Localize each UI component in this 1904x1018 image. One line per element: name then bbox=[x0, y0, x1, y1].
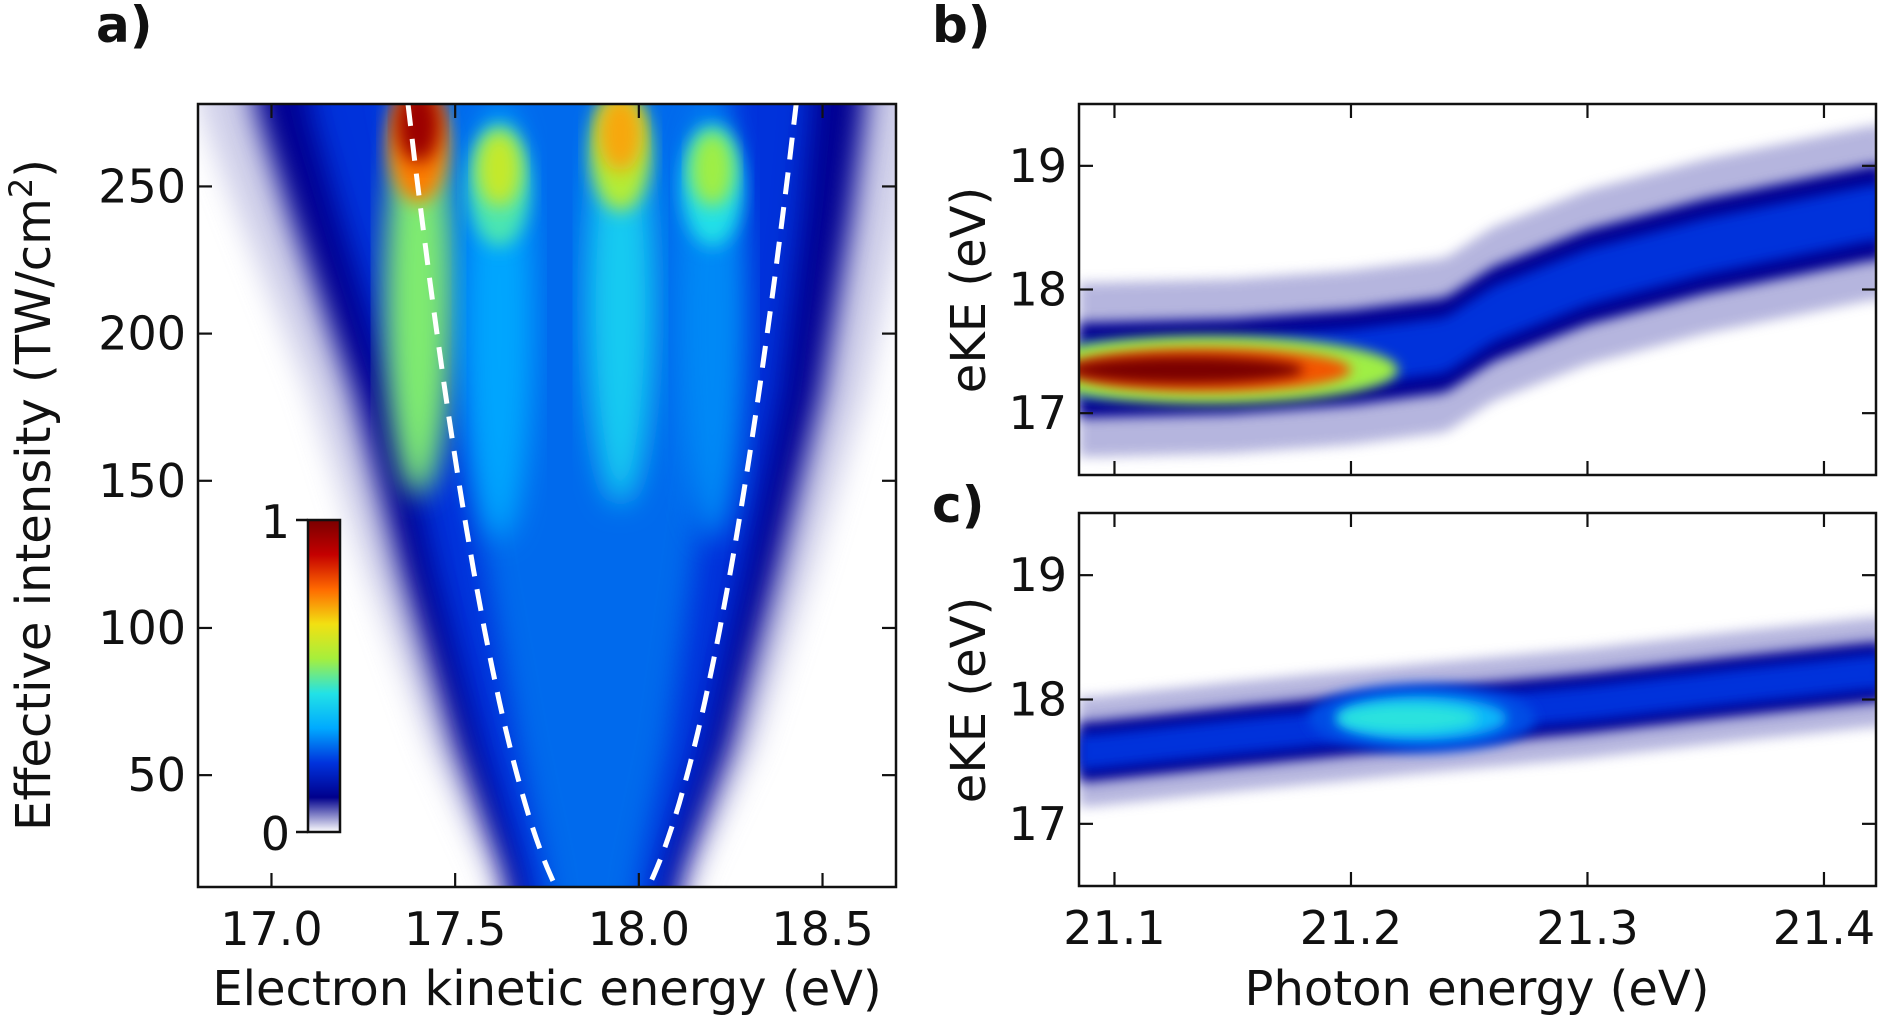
panel-a-axes: 17.0 17.5 18.0 18.5 50 100 150 200 250 bbox=[98, 104, 896, 956]
peak-streak bbox=[586, 104, 655, 505]
panel-a-heatmap bbox=[198, 104, 896, 887]
panel-c-y-tick-label: 17 bbox=[1008, 797, 1067, 851]
panel-a-ylabel: Effective intensity (TW/cm2) bbox=[2, 159, 62, 831]
panel-c-xlabel: Photon energy (eV) bbox=[1245, 961, 1710, 1017]
colorbar-min-label: 0 bbox=[261, 807, 290, 861]
panel-b: b) 17 18 19 eKE (eV) bbox=[932, 0, 1878, 477]
panel-a-x-tick-label: 17.0 bbox=[220, 902, 322, 956]
panel-c: c) 21.1 21.2 21.3 21.4 17 18 19 eKE (eV) Photo… bbox=[932, 476, 1878, 1017]
peak-maximum bbox=[690, 130, 735, 207]
panel-c-y-tick-label: 19 bbox=[1008, 548, 1067, 602]
panel-a-y-tick-label: 50 bbox=[127, 748, 186, 802]
peak-streak bbox=[384, 104, 453, 496]
panel-b-y-tick-label: 17 bbox=[1008, 386, 1067, 440]
peak-maximum bbox=[1336, 704, 1479, 733]
colorbar-max-label: 1 bbox=[261, 495, 290, 549]
panel-c-axes: 21.1 21.2 21.3 21.4 17 18 19 bbox=[1008, 513, 1876, 955]
peak-maximum bbox=[477, 130, 522, 207]
peak-maximum bbox=[598, 104, 643, 172]
panel-c-heatmap bbox=[1079, 513, 1876, 886]
panel-b-y-tick-label: 18 bbox=[1008, 263, 1067, 317]
peak-maximum bbox=[396, 104, 441, 163]
ylabel-superscript: 2 bbox=[2, 178, 40, 198]
panel-a-y-tick-label: 200 bbox=[98, 307, 186, 361]
panel-c-x-tick-label: 21.3 bbox=[1536, 901, 1638, 955]
panel-b-ylabel: eKE (eV) bbox=[941, 187, 997, 393]
panel-b-heatmap bbox=[1079, 104, 1876, 475]
colorbar-bar bbox=[306, 518, 342, 834]
panel-a-y-tick-label: 150 bbox=[98, 454, 186, 508]
panel-a: a) 17.0 17.5 18.0 18.5 50 100 150 200 250 Electr… bbox=[2, 0, 898, 1017]
ylabel-main: Effective intensity (TW/cm bbox=[6, 198, 62, 831]
panel-c-x-tick-label: 21.4 bbox=[1773, 901, 1875, 955]
panel-c-x-tick-label: 21.1 bbox=[1063, 901, 1165, 955]
panel-c-y-tick-label: 18 bbox=[1008, 673, 1067, 727]
colorbar: 1 0 bbox=[261, 495, 342, 861]
panel-a-letter: a) bbox=[96, 0, 153, 54]
panel-b-axes: 17 18 19 bbox=[1008, 104, 1876, 475]
panel-c-letter: c) bbox=[932, 476, 985, 534]
panel-a-x-tick-label: 18.5 bbox=[771, 902, 873, 956]
panel-a-frame bbox=[196, 102, 898, 889]
panel-a-y-tick-label: 250 bbox=[98, 159, 186, 213]
panel-a-xlabel: Electron kinetic energy (eV) bbox=[212, 961, 881, 1017]
panel-a-y-tick-label: 100 bbox=[98, 601, 186, 655]
panel-c-ylabel: eKE (eV) bbox=[941, 597, 997, 803]
panel-c-x-tick-label: 21.2 bbox=[1300, 901, 1402, 955]
panel-b-y-tick-label: 19 bbox=[1008, 139, 1067, 193]
panel-b-letter: b) bbox=[932, 0, 991, 54]
peak-maximum bbox=[1079, 355, 1304, 384]
ylabel-end: ) bbox=[6, 159, 62, 178]
panel-a-x-tick-label: 18.0 bbox=[588, 902, 690, 956]
ponderomotive-dashed-curve bbox=[405, 104, 799, 887]
panel-a-x-tick-label: 17.5 bbox=[404, 902, 506, 956]
